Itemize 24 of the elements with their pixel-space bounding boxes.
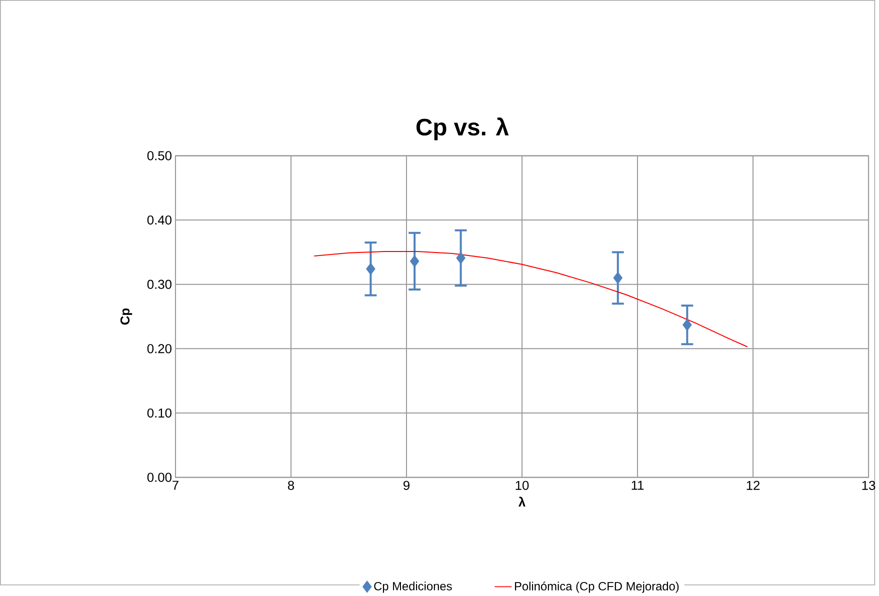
y-tick-label: 0.10 — [147, 408, 172, 418]
point — [456, 252, 466, 264]
y-tick-label: 0.20 — [147, 344, 172, 354]
point — [682, 318, 692, 332]
x-tick-label: 8 — [288, 480, 294, 490]
point — [366, 262, 376, 276]
x-tick-label: 12 — [746, 480, 760, 490]
x-axis-title: λ — [518, 496, 526, 507]
point — [410, 255, 420, 268]
x-tick-label: 11 — [632, 480, 644, 490]
y-axis-title: Cp — [120, 308, 132, 325]
y-tick-label: 0.50 — [147, 151, 172, 160]
legend-label: Cp Mediciones — [374, 582, 452, 593]
x-tick-label: 9 — [404, 480, 410, 490]
x-tick-label: 10 — [516, 480, 529, 490]
y-tick-label: 0.00 — [147, 472, 172, 482]
legend-label: Polinómica (Cp CFD Mejorado) — [515, 582, 679, 593]
chart-title: Cp vs. λ — [416, 118, 509, 140]
y-tick-label: 0.30 — [147, 280, 172, 290]
y-tick-label: 0.40 — [147, 216, 172, 225]
x-tick-label: 7 — [172, 480, 178, 490]
line-series — [314, 251, 748, 348]
x-tick-label: 13 — [862, 480, 876, 490]
point — [613, 272, 623, 284]
